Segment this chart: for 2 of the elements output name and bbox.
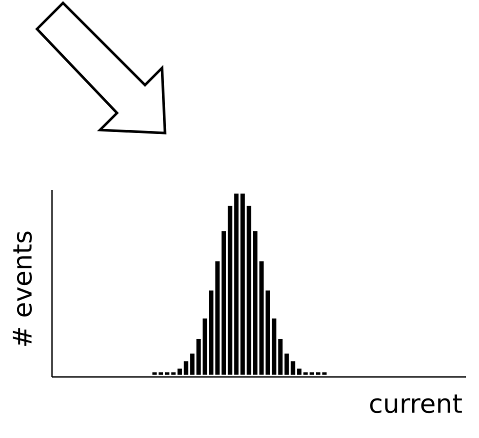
y-axis-title: # events: [12, 232, 32, 346]
x-axis-title: current: [370, 394, 462, 414]
